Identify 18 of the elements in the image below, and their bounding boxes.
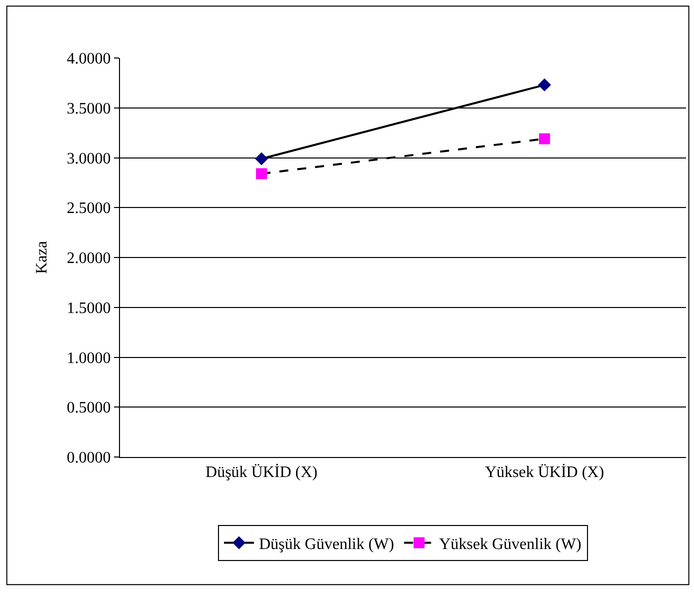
y-tick-label: 0.0000 [66,450,111,467]
y-tick-label: 0.5000 [66,400,111,417]
point [256,168,267,180]
point [255,152,268,166]
legend-label: Düşük Güvenlik (W) [259,536,394,553]
y-tick-label: 3.5000 [66,100,111,118]
y-tick-label: 2.5000 [66,200,111,218]
x-tick-label: Düşük ÜKİD (X) [206,463,318,482]
y-tick-label: 1.5000 [66,300,111,317]
y-tick-label: 1.0000 [66,350,111,367]
y-tick-label: 3.0000 [66,150,111,168]
y-tick-label: 2.0000 [66,250,111,268]
y-tick-label: 4.0000 [66,50,111,68]
y-axis-title: Kaza [34,241,51,274]
legend-label: Yüksek Güvenlik (W) [439,536,582,553]
x-tick-label: Yüksek ÜKİD (X) [484,463,604,482]
point [539,133,550,144]
point [538,78,551,92]
